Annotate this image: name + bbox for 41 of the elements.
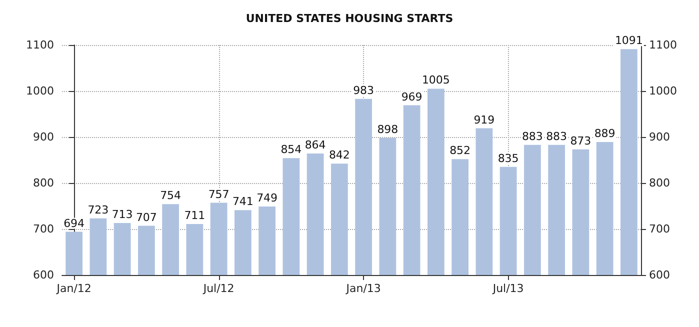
y-tick-label: 1000	[26, 84, 54, 98]
x-tick-label: Jan/12	[56, 282, 92, 295]
data-label: 1091	[614, 34, 643, 48]
data-label: 969	[401, 90, 422, 104]
data-label: 694	[64, 216, 85, 230]
data-label: 707	[136, 210, 157, 224]
data-label: 711	[184, 208, 206, 222]
data-label: 883	[546, 130, 568, 143]
x-tick-label: Jul/12	[202, 282, 234, 295]
data-label: 713	[112, 208, 133, 222]
y-tick-label: 600	[33, 268, 54, 282]
data-label: 852	[450, 144, 471, 158]
data-label: 723	[88, 203, 109, 216]
x-tick-label: Jan/13	[345, 282, 381, 295]
data-label: 842	[328, 148, 350, 162]
data-label: 835	[498, 152, 519, 165]
x-tick-label: Jul/13	[492, 282, 524, 295]
data-label: 983	[353, 84, 374, 97]
data-label: 741	[232, 195, 254, 208]
y2-tick-label: 1000	[649, 84, 677, 98]
y-tick-label: 1100	[26, 38, 54, 52]
data-label: 898	[377, 122, 398, 136]
data-label: 873	[570, 134, 592, 148]
data-label: 749	[256, 191, 278, 204]
y-tick-label: 800	[33, 176, 54, 190]
data-label: 757	[208, 188, 230, 201]
chart-title: UNITED STATES HOUSING STARTS	[246, 12, 454, 25]
data-label: 883	[522, 130, 543, 143]
y2-tick-label: 1100	[649, 38, 677, 52]
y-tick-label: 700	[33, 222, 54, 236]
data-label: 854	[280, 143, 302, 156]
data-label: 919	[474, 113, 495, 126]
data-label: 1005	[422, 74, 450, 87]
data-label: 754	[160, 189, 182, 202]
y2-tick-label: 900	[649, 130, 670, 144]
data-label: 889	[594, 127, 616, 140]
y-tick-label: 900	[33, 130, 54, 144]
y2-tick-label: 600	[649, 268, 670, 282]
y2-tick-label: 800	[649, 176, 670, 190]
y2-tick-label: 700	[649, 222, 670, 236]
data-label: 864	[304, 138, 326, 152]
